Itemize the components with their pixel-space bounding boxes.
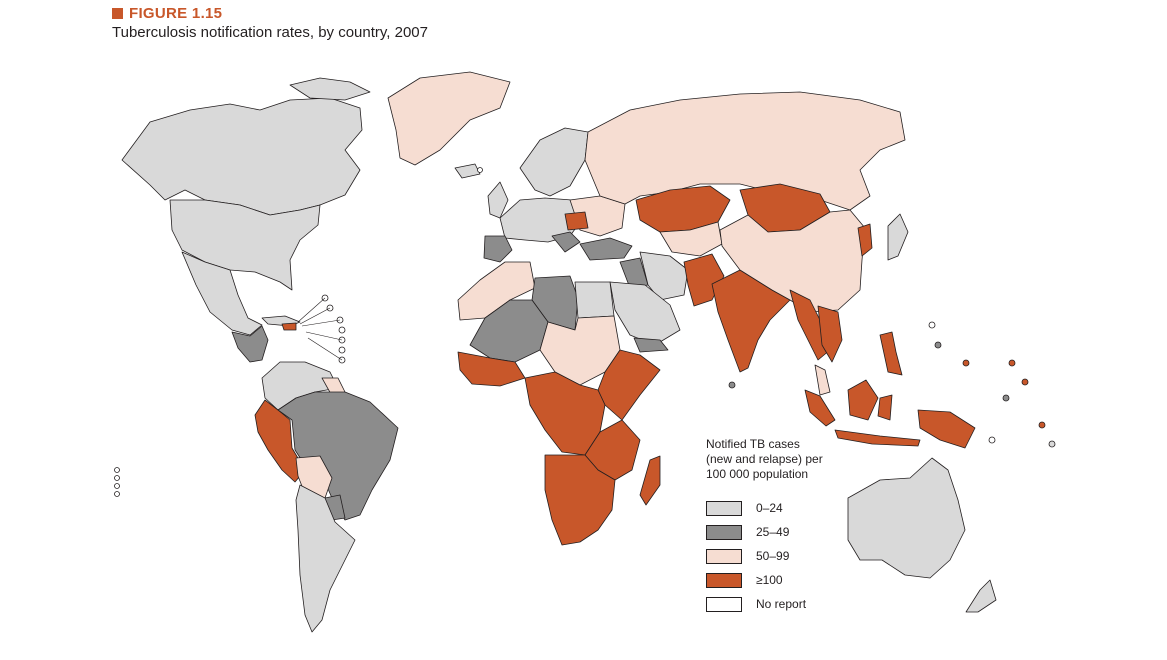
region-greenland [387,71,511,166]
region-australia [847,457,966,579]
region-arabia [609,281,681,346]
region-sumatra [804,389,836,427]
island-marker [728,381,736,389]
figure-header: FIGURE 1.15 Tuberculosis notification ra… [112,5,428,41]
island-marker [1002,394,1010,402]
island-marker [114,467,120,473]
legend-title-line: Notified TB cases [706,437,800,451]
island-marker [928,321,936,329]
region-venezuela-colombia [261,361,339,411]
region-new-guinea [917,409,976,449]
region-uk [487,181,509,219]
map-legend: Notified TB cases (new and relapse) per … [706,437,823,616]
region-central-america [231,325,269,363]
legend-title-line: (new and relapse) per [706,452,823,466]
region-usa [169,199,321,291]
region-southern-africa [544,454,616,546]
region-java [834,429,921,447]
island-marker [1038,421,1046,429]
region-sulawesi [877,394,893,421]
island-marker [477,167,483,173]
legend-item-no-report: No report [706,592,823,616]
region-iberia [483,235,513,263]
legend-label-100-plus: ≥100 [756,573,783,587]
region-mexico [181,251,263,336]
region-argentina-chile [295,484,356,633]
legend-item-100-plus: ≥100 [706,568,823,592]
region-turkey [579,237,633,261]
figure-number: FIGURE 1.15 [129,5,223,22]
region-balkans [551,231,581,253]
legend-swatch-0-24 [706,500,742,516]
region-indochina [817,305,843,363]
region-canada-alaska [121,97,363,216]
island-marker [962,359,970,367]
region-yemen [633,337,669,353]
region-myanmar-thailand [789,289,831,361]
region-madagascar [639,455,661,506]
caribbean-marker [338,346,346,354]
island-marker [934,341,942,349]
legend-item-25-49: 25–49 [706,520,823,544]
island-marker [114,475,120,481]
legend-label-no-report: No report [756,597,807,611]
island-marker [1008,359,1016,367]
figure-marker-square [112,8,123,19]
region-russia [584,91,906,211]
legend-label-0-24: 0–24 [756,501,783,515]
legend-title-line: 100 000 population [706,467,809,481]
legend-label-25-49: 25–49 [756,525,790,539]
region-romania [564,211,589,231]
island-marker [988,436,996,444]
region-west-africa [457,351,526,387]
caribbean-callout-line [307,337,343,361]
region-philippines [879,331,903,376]
region-haiti [281,322,297,331]
legend-label-50-99: 50–99 [756,549,790,563]
region-scandinavia [519,127,589,197]
region-iran [639,251,689,301]
caribbean-callout-line [301,319,341,327]
legend-swatch-25-49 [706,524,742,540]
legend-item-50-99: 50–99 [706,544,823,568]
region-iceland [454,163,481,179]
legend-swatch-100-plus [706,572,742,588]
figure-title: Tuberculosis notification rates, by coun… [112,24,428,41]
island-marker [114,491,120,497]
region-borneo [847,379,879,421]
legend-item-0-24: 0–24 [706,496,823,520]
legend-title: Notified TB cases (new and relapse) per … [706,437,823,482]
figure-label: FIGURE 1.15 [112,5,428,22]
region-china [719,209,866,313]
region-egypt [574,281,615,319]
region-malaysia [814,364,831,396]
region-arctic-islands [289,77,371,101]
island-marker [114,483,120,489]
region-japan [887,213,909,261]
caribbean-callout-line [305,331,343,341]
region-korea [857,223,873,257]
caribbean-callout-line [299,307,331,325]
caribbean-marker [338,326,346,334]
island-marker [1048,440,1056,448]
legend-swatch-50-99 [706,548,742,564]
caribbean-callout-line [297,297,326,323]
region-new-zealand [965,579,997,613]
legend-swatch-no-report [706,596,742,612]
island-marker [1021,378,1029,386]
